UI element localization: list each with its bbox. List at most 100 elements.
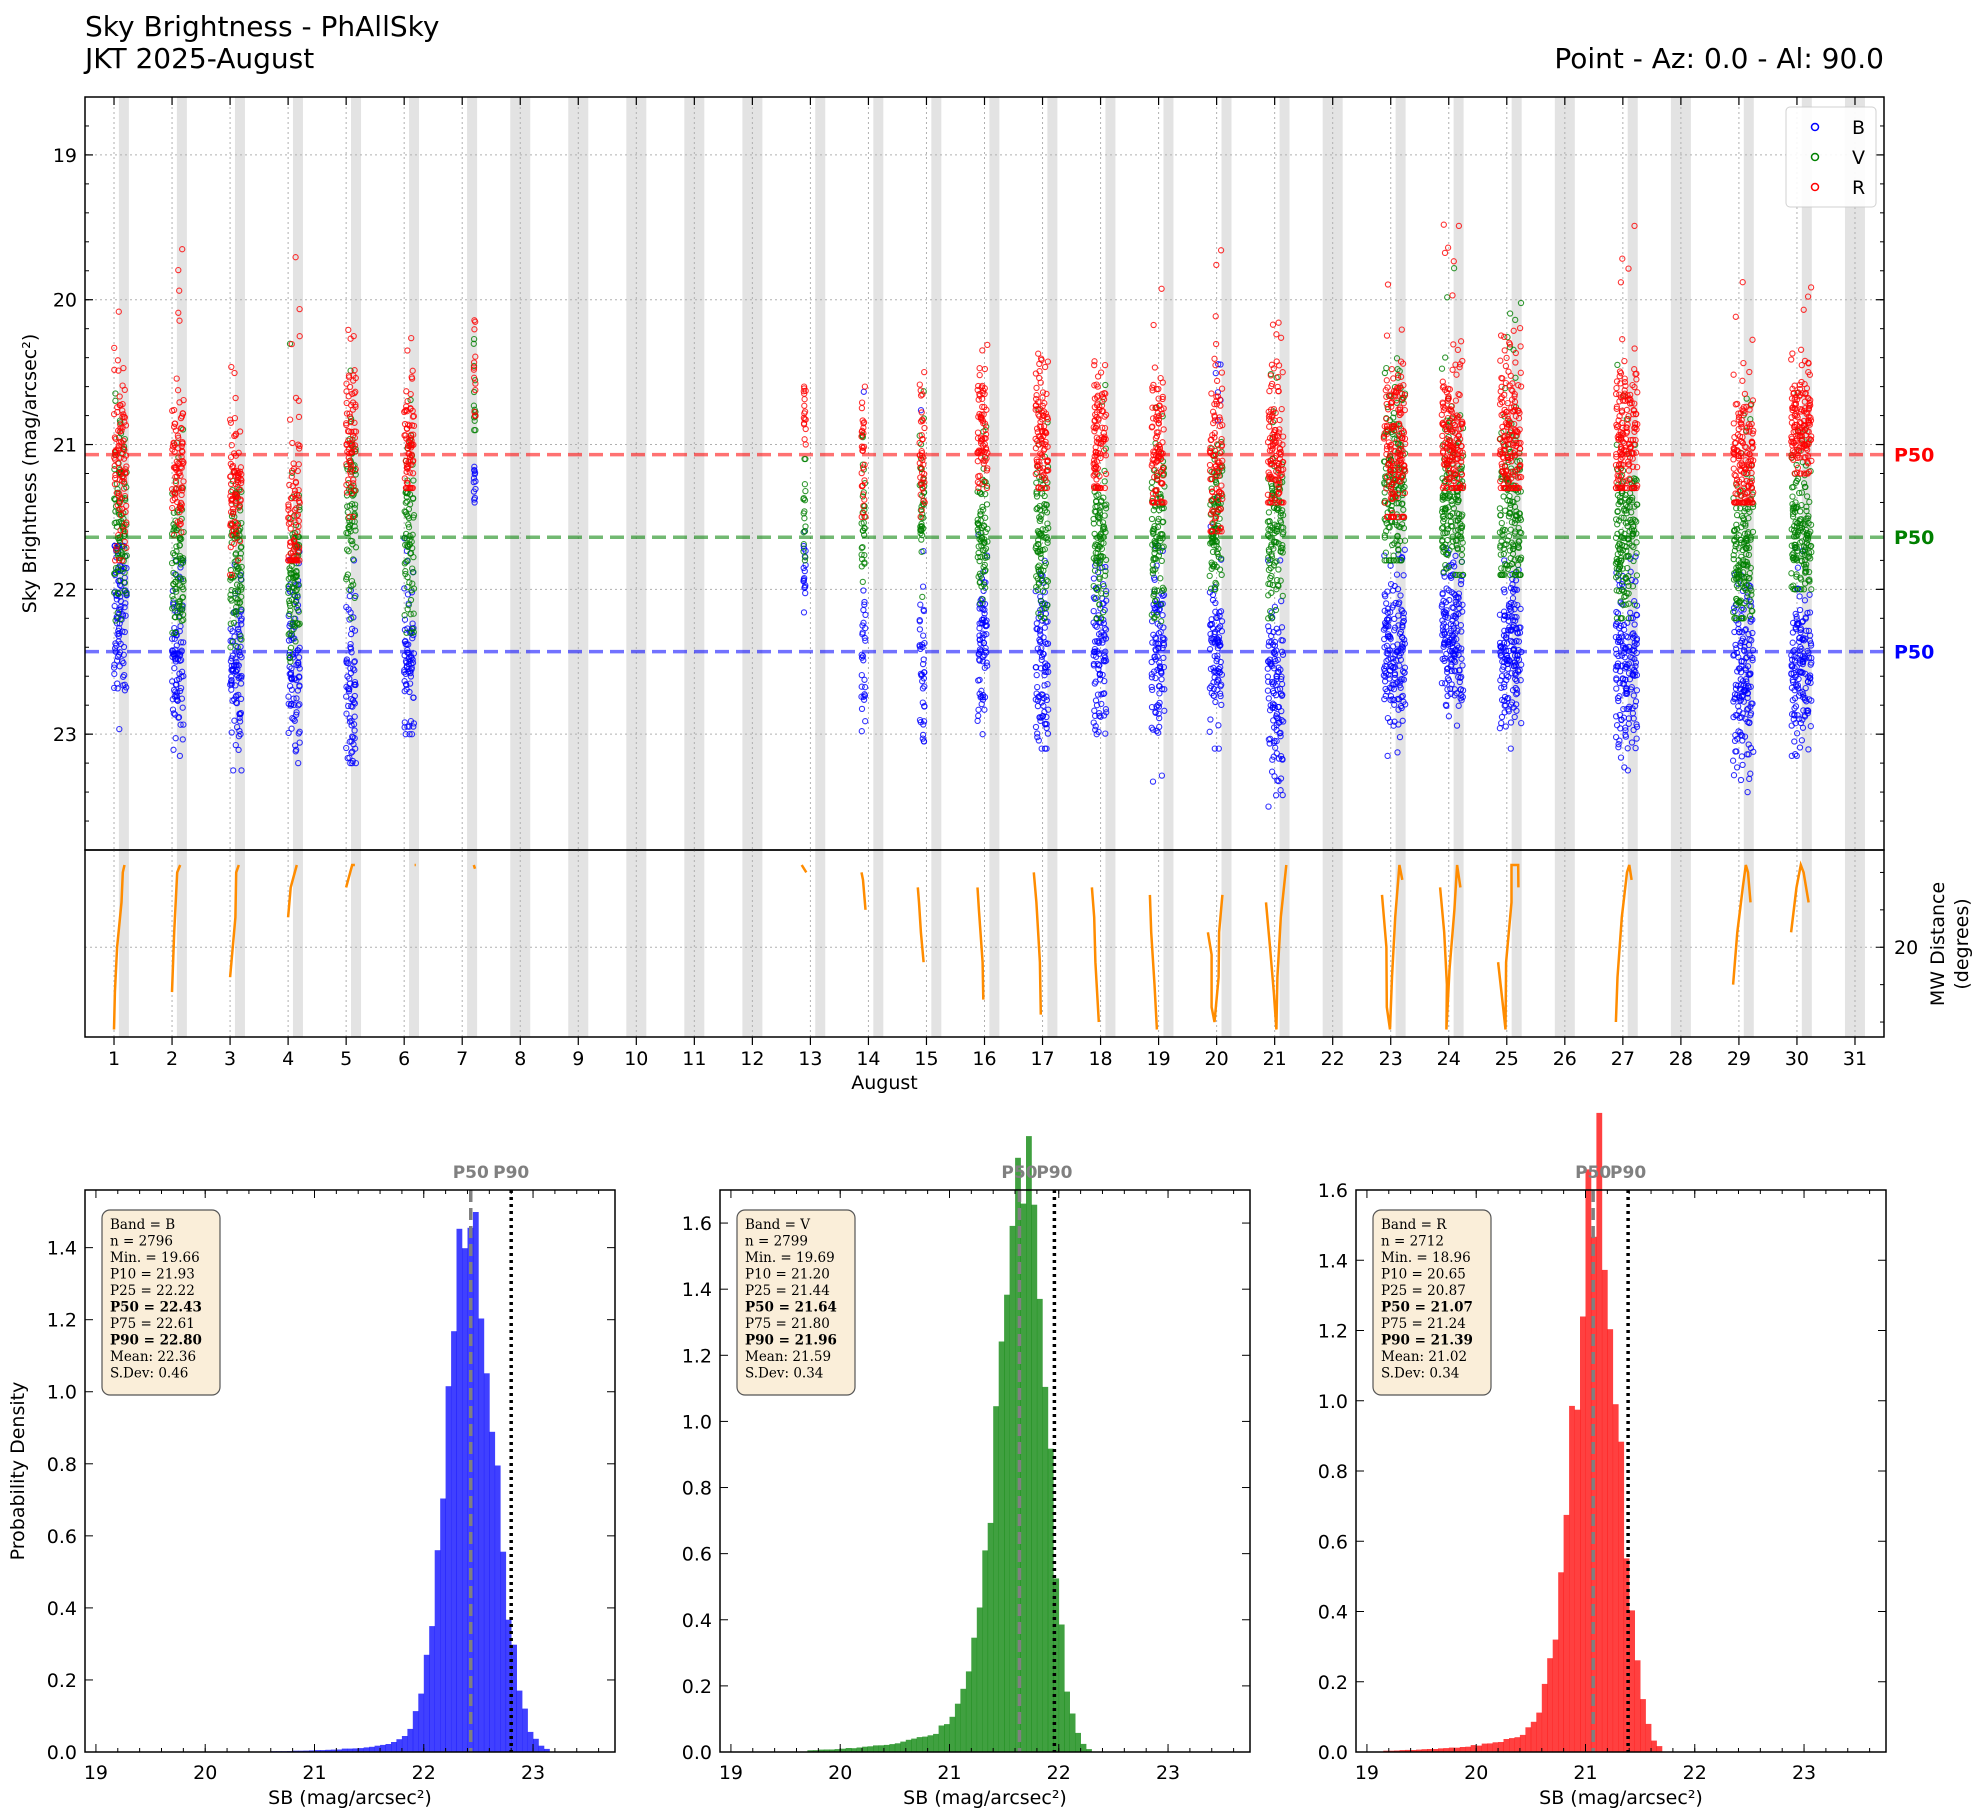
data-point-v [402, 558, 409, 566]
data-point-v [287, 574, 294, 581]
data-point-b [1036, 714, 1043, 721]
data-point-b [979, 630, 986, 637]
data-point-v [121, 579, 129, 586]
data-point-b [348, 703, 355, 710]
data-point-r [1501, 347, 1508, 354]
data-point-r [120, 364, 127, 372]
data-point-v [984, 538, 991, 545]
data-point-v [1041, 546, 1048, 553]
data-point-b [920, 606, 927, 614]
data-point-r [980, 457, 987, 464]
data-point-b [1091, 680, 1098, 687]
data-point-v [802, 487, 809, 495]
data-point-v [171, 525, 178, 532]
data-point-b [921, 639, 928, 647]
shade-band [1163, 97, 1174, 1037]
data-point-v [113, 519, 120, 526]
data-point-b [238, 654, 245, 661]
data-point-r [1044, 416, 1052, 423]
data-point-v [123, 590, 130, 597]
data-point-b [1098, 700, 1105, 708]
data-point-r [350, 476, 357, 483]
data-point-b [1101, 677, 1108, 685]
data-point-v [111, 570, 119, 577]
data-point-r [113, 489, 121, 497]
data-point-b [122, 600, 129, 607]
data-point-v [801, 515, 808, 522]
data-point-v [233, 603, 240, 611]
data-point-b [1098, 629, 1105, 636]
data-point-b [1095, 639, 1103, 647]
data-point-r [410, 422, 418, 430]
data-point-b [1212, 698, 1219, 706]
data-point-v [1206, 572, 1213, 580]
data-point-b [472, 478, 479, 485]
data-point-v [983, 501, 991, 508]
data-point-r [858, 404, 866, 412]
data-point-v [1496, 505, 1504, 512]
data-point-r [859, 444, 867, 452]
data-point-v [233, 611, 240, 618]
data-point-v [977, 578, 984, 586]
data-point-r [231, 414, 239, 422]
data-point-v [287, 644, 295, 651]
data-point-r [1032, 470, 1039, 478]
data-point-r [343, 380, 350, 387]
data-point-r [177, 520, 184, 528]
data-point-v [1042, 560, 1050, 567]
data-point-b [174, 656, 182, 663]
data-point-b [406, 653, 413, 661]
data-point-v [410, 568, 417, 576]
data-point-r [350, 332, 357, 340]
data-point-r [975, 484, 982, 492]
data-point-r [345, 326, 352, 334]
data-point-r [111, 366, 118, 373]
data-point-v [405, 514, 413, 522]
data-point-v [238, 586, 245, 593]
data-point-r [1041, 400, 1048, 407]
data-point-b [347, 609, 354, 616]
data-point-v [177, 609, 184, 616]
data-point-v [176, 542, 183, 549]
data-point-r [858, 443, 866, 450]
data-point-v [1101, 467, 1108, 475]
data-point-r [111, 474, 119, 482]
data-point-v [169, 490, 176, 497]
data-point-r [178, 491, 185, 499]
data-point-r [1044, 358, 1052, 365]
data-point-v [982, 528, 989, 536]
data-point-v [351, 501, 359, 508]
data-point-v [1043, 582, 1050, 590]
data-point-v [401, 612, 408, 619]
data-point-v [1101, 478, 1108, 485]
data-point-b [401, 638, 409, 645]
data-point-b [1045, 668, 1052, 676]
data-point-r [401, 475, 408, 482]
data-point-b [1215, 722, 1222, 729]
data-point-r [471, 326, 478, 333]
data-point-v [801, 527, 809, 535]
data-point-v [292, 638, 299, 645]
data-point-r [345, 393, 352, 400]
data-point-r [176, 504, 183, 511]
data-point-b [291, 675, 299, 682]
data-point-r [171, 491, 179, 498]
data-point-r [345, 372, 353, 379]
data-point-v [858, 551, 865, 558]
data-point-b [978, 700, 985, 708]
data-point-v [289, 619, 296, 626]
data-point-r [347, 465, 355, 472]
data-point-b [344, 673, 351, 680]
data-point-v [172, 585, 179, 593]
data-point-b [116, 725, 123, 733]
data-point-r [228, 571, 236, 579]
data-point-r [919, 391, 926, 398]
data-point-b [345, 702, 352, 710]
data-point-r [979, 395, 986, 403]
data-point-v [344, 503, 351, 510]
data-point-b [1212, 369, 1219, 377]
data-point-b [471, 463, 478, 470]
data-point-r [295, 441, 302, 448]
data-point-b [296, 683, 303, 690]
data-point-r [177, 463, 184, 471]
